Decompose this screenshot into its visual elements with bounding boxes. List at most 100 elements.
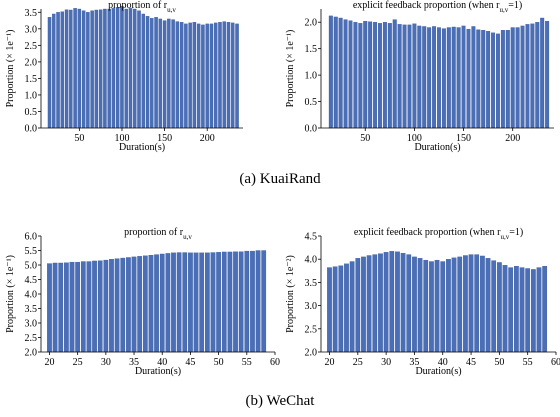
bar [120, 6, 124, 129]
bar [97, 260, 103, 353]
bar [231, 22, 235, 129]
bar [148, 254, 154, 353]
chart-kuairand-right: 0.0 0.5 1.0 1.5 2.0 50 100 150 200 Duration(s) Pro… [285, 0, 554, 153]
bar [201, 24, 205, 129]
y-tick-label: 2.5 [25, 41, 38, 52]
y-tick-label: 4.5 [305, 232, 318, 243]
bar [238, 251, 244, 353]
bar [165, 253, 171, 353]
bar [141, 13, 145, 129]
bar [348, 20, 353, 129]
bar [407, 24, 412, 129]
bar [343, 19, 348, 129]
chart-wechat-right: 2.0 2.5 3.0 3.5 4.0 4.5 20 25 30 35 40 45 50 55 60 Dura… [285, 227, 560, 377]
x-tick-label: 100 [407, 133, 422, 144]
bar [519, 267, 525, 353]
bar [338, 265, 344, 353]
bar [333, 16, 338, 129]
bar [64, 9, 69, 129]
bar [481, 30, 486, 129]
bar [400, 253, 406, 353]
x-tick-label: 60 [551, 357, 560, 368]
bar [412, 256, 417, 353]
bar [502, 265, 508, 353]
y-tick-label: 5.0 [25, 261, 38, 272]
y-tick-label: 3.0 [25, 24, 38, 35]
bar [56, 12, 60, 129]
x-tick-label: 150 [157, 133, 172, 144]
x-tick-label: 25 [73, 357, 83, 368]
bar [158, 18, 163, 129]
x-tick-label: 50 [360, 133, 370, 144]
bar [417, 258, 423, 353]
bar [188, 22, 192, 129]
y-axis-label: Proportion (× 1e⁻¹) [285, 30, 296, 108]
x-axis-label: Duration(s) [414, 142, 460, 153]
y-tick-label: 3.0 [305, 301, 318, 312]
bar [111, 8, 116, 129]
bar [468, 254, 474, 353]
bar [423, 259, 429, 353]
bar [535, 22, 540, 129]
bar [167, 18, 171, 129]
bar [446, 27, 451, 129]
y-tick-label: 1.5 [25, 74, 38, 85]
x-tick-label: 55 [242, 357, 252, 368]
bar [86, 12, 90, 129]
bar [368, 21, 373, 129]
y-tick-label: 5.5 [25, 246, 38, 257]
y-tick-label: 1.0 [25, 90, 38, 101]
y-tick-label: 0.0 [305, 124, 318, 135]
bar [124, 8, 128, 129]
x-tick-label: 20 [44, 357, 54, 368]
bar [107, 8, 111, 129]
bar [485, 258, 491, 353]
bar [131, 256, 137, 353]
chart-title: explicit feedback proportion (when ru,v=… [354, 227, 523, 241]
bar [171, 252, 176, 353]
bar [47, 263, 52, 353]
x-tick-label: 50 [214, 357, 224, 368]
bar [461, 25, 466, 129]
bar [103, 8, 107, 129]
bar [213, 22, 218, 129]
bar [188, 252, 193, 353]
bar [451, 257, 457, 353]
bar [69, 9, 73, 129]
bar [378, 23, 382, 129]
y-axis-label: Proportion (× 1e⁻¹) [5, 30, 16, 108]
bar [328, 15, 333, 129]
bar [540, 17, 545, 129]
bar [210, 252, 216, 353]
bar [64, 262, 69, 353]
bar [94, 9, 99, 129]
bar [60, 11, 65, 129]
bar [221, 251, 227, 353]
y-tick-label: 1.5 [305, 44, 318, 55]
bar [440, 261, 446, 353]
bar [176, 252, 182, 353]
bar [383, 252, 389, 353]
bar [395, 251, 400, 353]
x-axis-label: Duration(s) [119, 142, 165, 153]
y-tick-label: 3.5 [25, 304, 38, 315]
bar [115, 7, 120, 129]
bar [193, 252, 199, 353]
bar [510, 27, 515, 129]
chart-title: proportion of ru,v [124, 227, 192, 241]
bar [216, 252, 221, 353]
bar [244, 250, 250, 353]
bar [81, 10, 86, 129]
bar [500, 30, 505, 129]
bar [422, 26, 427, 129]
bar [73, 8, 77, 129]
bar [372, 254, 378, 353]
x-tick-label: 30 [381, 357, 391, 368]
bar [497, 262, 502, 353]
bar [542, 266, 548, 353]
x-tick-label: 45 [185, 357, 195, 368]
chart-kuairand-left: 0.0 0.5 1.0 1.5 2.0 2.5 3.0 3.5 50 100 150 200 Durat… [5, 0, 243, 153]
bar [432, 26, 437, 129]
bar [545, 21, 550, 129]
